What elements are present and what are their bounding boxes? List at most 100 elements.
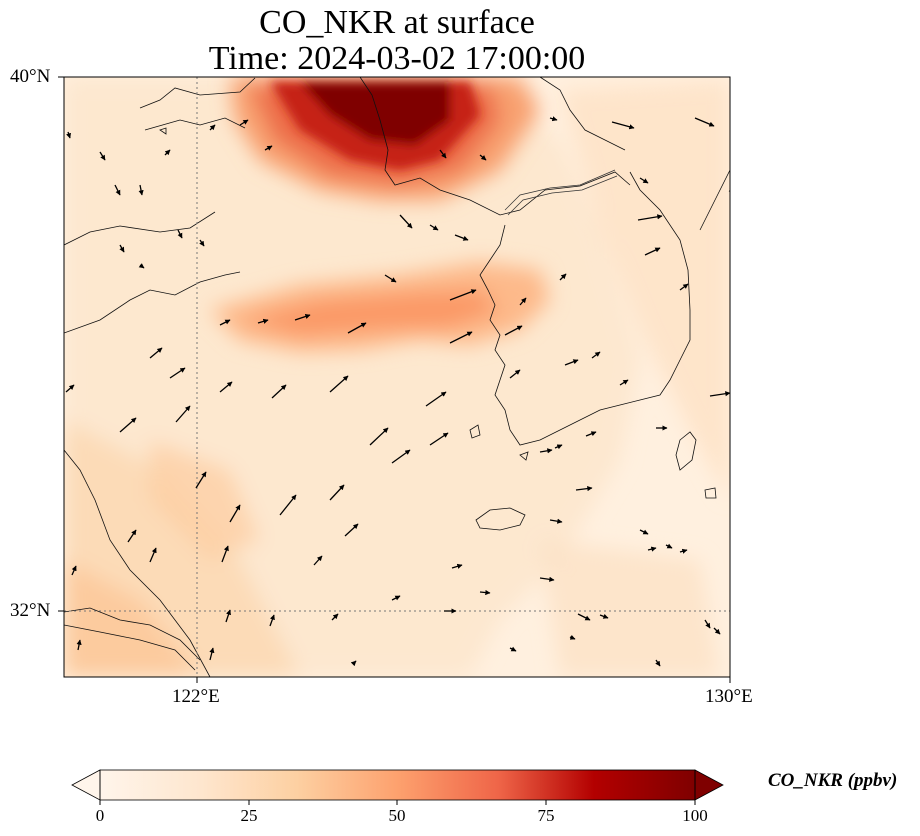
map-title-line2: Time: 2024-03-02 17:00:00 [208, 40, 586, 77]
wind-arrow [119, 244, 125, 253]
wind-arrow [209, 647, 215, 661]
wind-arrow [127, 529, 137, 543]
wind-arrow [76, 639, 82, 651]
wind-arrow [639, 177, 649, 184]
y-tick-label-40n: 40°N [10, 66, 51, 87]
wind-arrow [509, 646, 517, 652]
wind-arrow [451, 563, 463, 569]
x-tick-label-122e: 122°E [172, 686, 220, 707]
colorbar-gradient [100, 770, 695, 800]
wind-arrow [577, 613, 591, 621]
wind-arrow [647, 546, 657, 552]
wind-arrow [219, 319, 231, 326]
wind-arrow [119, 417, 137, 433]
colorbar-label: CO_NKR (ppbv) [768, 770, 898, 791]
wind-arrow [391, 595, 401, 601]
coastlines [64, 77, 730, 677]
wind-arrow [439, 149, 447, 159]
colorbar-tick-0: 0 [95, 806, 105, 825]
wind-arrow [655, 659, 661, 667]
wind-vectors [65, 116, 730, 667]
wind-arrow [195, 471, 207, 489]
wind-arrow [549, 116, 558, 122]
y-tick-label-32n: 32°N [10, 600, 51, 621]
colorbar-min-extend [71, 769, 101, 801]
wind-arrow [99, 151, 106, 161]
colorbar-tick-50: 50 [388, 806, 406, 825]
wind-arrow [331, 613, 339, 621]
wind-arrow [585, 431, 597, 437]
wind-arrow [709, 391, 730, 397]
colorbar-tick-75: 75 [537, 806, 555, 825]
wind-arrow [225, 609, 231, 623]
wind-arrow [694, 117, 715, 127]
colorbar-max-extend [694, 769, 724, 801]
wind-arrow [229, 504, 241, 523]
wind-arrow [429, 224, 439, 231]
x-tick-label-130e: 130°E [705, 686, 753, 707]
wind-arrow [704, 619, 711, 629]
wind-arrow [149, 547, 157, 563]
wind-arrow [549, 518, 563, 524]
wind-arrow [219, 381, 233, 393]
wind-arrow [221, 545, 229, 563]
map-frame [63, 76, 731, 678]
wind-arrow [329, 375, 349, 393]
wind-arrow [639, 529, 649, 535]
wind-arrow [391, 449, 411, 464]
wind-arrow [637, 214, 663, 221]
wind-arrow [644, 247, 661, 256]
wind-arrow [429, 432, 449, 446]
map-title-line1: CO_NKR at surface [259, 4, 535, 41]
wind-arrow [350, 660, 357, 667]
wind-arrow [564, 359, 579, 366]
wind-arrow [66, 131, 71, 139]
wind-arrow [269, 614, 275, 627]
wind-arrow [679, 548, 688, 554]
wind-arrow [384, 274, 397, 283]
wind-arrow [264, 145, 273, 151]
wind-arrow [344, 523, 359, 537]
wind-arrow [294, 314, 311, 321]
wind-arrow [454, 234, 469, 241]
wind-arrow [114, 184, 121, 196]
concentration-field [64, 77, 730, 677]
wind-arrow [449, 331, 473, 344]
border-lines [504, 169, 618, 216]
wind-arrow [347, 322, 367, 334]
wind-arrow [599, 613, 609, 619]
wind-arrow [591, 351, 601, 359]
wind-arrow [449, 289, 477, 301]
wind-arrow [329, 484, 345, 501]
wind-arrow [479, 154, 487, 161]
wind-arrow [509, 369, 521, 379]
wind-arrow [313, 555, 323, 566]
wind-arrow [65, 384, 75, 393]
colorbar-tick-25: 25 [240, 806, 258, 825]
wind-arrow [554, 444, 563, 450]
wind-arrow [679, 283, 689, 291]
wind-arrow [149, 347, 163, 359]
wind-arrow [257, 318, 269, 324]
wind-arrow [279, 494, 297, 516]
wind-arrow [425, 391, 447, 407]
wind-arrow [611, 121, 635, 130]
colorbar-tick-100: 100 [682, 806, 708, 825]
wind-arrow [177, 229, 183, 239]
wind-arrow [239, 119, 249, 126]
wind-arrow [619, 379, 629, 386]
wind-arrow [71, 565, 77, 576]
axis-ticks [58, 76, 731, 683]
wind-arrow [138, 263, 145, 269]
colorbar [71, 769, 724, 805]
wind-arrow [175, 405, 191, 423]
wind-arrow [399, 214, 413, 229]
wind-arrow [369, 427, 389, 446]
wind-arrow [271, 384, 287, 399]
wind-arrow [169, 367, 186, 379]
wind-arrow [559, 273, 567, 281]
wind-arrow [479, 589, 491, 596]
wind-arrow [665, 543, 673, 549]
wind-arrow [539, 448, 553, 454]
